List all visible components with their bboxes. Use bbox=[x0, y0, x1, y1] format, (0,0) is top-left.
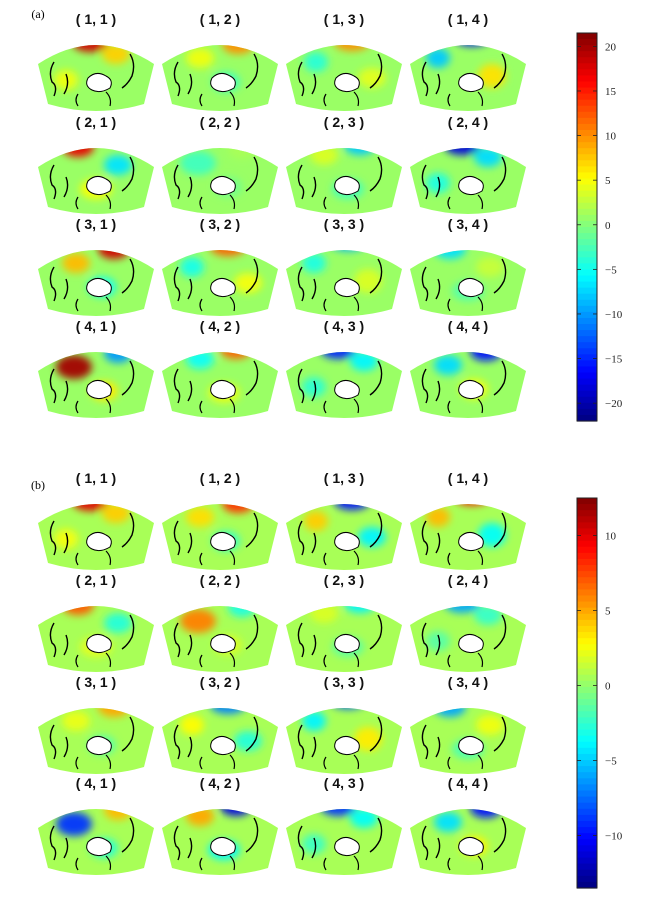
map-0-9 bbox=[162, 250, 278, 316]
map-title: ( 2, 3 ) bbox=[324, 572, 364, 588]
map-0-13 bbox=[162, 352, 278, 418]
map-title: ( 2, 3 ) bbox=[324, 114, 364, 130]
colorbar-tick-label: −5 bbox=[605, 756, 617, 768]
colorbar-tick-label: 0 bbox=[605, 220, 611, 232]
map-0-11 bbox=[410, 250, 526, 316]
map-1-8 bbox=[38, 708, 154, 774]
map-0-12 bbox=[38, 352, 154, 418]
colorbar-tick-label: 10 bbox=[605, 131, 617, 143]
map-title: ( 1, 2 ) bbox=[200, 470, 240, 486]
panel-label: (a) bbox=[31, 7, 44, 21]
map-1-2 bbox=[286, 504, 402, 570]
map-1-15 bbox=[410, 809, 526, 875]
map-0-7 bbox=[410, 148, 526, 214]
map-title: ( 4, 2 ) bbox=[200, 775, 240, 791]
map-title: ( 4, 4 ) bbox=[448, 318, 488, 334]
colorbar-tick-label: 20 bbox=[605, 41, 617, 53]
map-0-0 bbox=[38, 45, 154, 111]
map-title: ( 1, 3 ) bbox=[324, 11, 364, 27]
map-title: ( 1, 4 ) bbox=[448, 470, 488, 486]
map-0-15 bbox=[410, 352, 526, 418]
map-1-7 bbox=[410, 606, 526, 672]
colorbar-tick-label: −10 bbox=[605, 309, 623, 321]
map-title: ( 1, 1 ) bbox=[76, 11, 116, 27]
colorbar-tick-label: 15 bbox=[605, 86, 617, 98]
map-1-5 bbox=[162, 606, 278, 672]
map-title: ( 2, 1 ) bbox=[76, 572, 116, 588]
map-0-5 bbox=[162, 148, 278, 214]
map-title: ( 3, 4 ) bbox=[448, 216, 488, 232]
map-1-6 bbox=[286, 606, 402, 672]
map-title: ( 2, 2 ) bbox=[200, 114, 240, 130]
colorbar-tick-label: −20 bbox=[605, 398, 623, 410]
map-0-6 bbox=[286, 148, 402, 214]
colorbar-tick-label: 0 bbox=[605, 681, 611, 693]
map-0-4 bbox=[38, 148, 154, 214]
colorbar-tick-label: −5 bbox=[605, 264, 617, 276]
map-title: ( 3, 1 ) bbox=[76, 216, 116, 232]
map-title: ( 2, 4 ) bbox=[448, 572, 488, 588]
colorbar-tick-label: 10 bbox=[605, 531, 617, 543]
colorbar-tick-label: −15 bbox=[605, 354, 623, 366]
map-title: ( 2, 1 ) bbox=[76, 114, 116, 130]
map-0-2 bbox=[286, 45, 402, 111]
map-title: ( 3, 3 ) bbox=[324, 216, 364, 232]
map-title: ( 3, 3 ) bbox=[324, 674, 364, 690]
map-0-1 bbox=[162, 45, 278, 111]
map-1-14 bbox=[286, 809, 402, 875]
map-1-3 bbox=[410, 504, 526, 570]
map-1-4 bbox=[38, 606, 154, 672]
map-title: ( 1, 4 ) bbox=[448, 11, 488, 27]
map-1-12 bbox=[38, 809, 154, 875]
colorbar bbox=[576, 32, 598, 422]
map-1-11 bbox=[410, 708, 526, 774]
map-title: ( 3, 4 ) bbox=[448, 674, 488, 690]
map-1-9 bbox=[162, 708, 278, 774]
colorbar-tick-label: 5 bbox=[605, 175, 611, 187]
map-title: ( 1, 2 ) bbox=[200, 11, 240, 27]
map-title: ( 3, 1 ) bbox=[76, 674, 116, 690]
map-title: ( 4, 1 ) bbox=[76, 318, 116, 334]
map-1-13 bbox=[162, 809, 278, 875]
map-title: ( 4, 2 ) bbox=[200, 318, 240, 334]
map-title: ( 1, 3 ) bbox=[324, 470, 364, 486]
map-1-1 bbox=[162, 504, 278, 570]
map-title: ( 2, 2 ) bbox=[200, 572, 240, 588]
map-title: ( 2, 4 ) bbox=[448, 114, 488, 130]
map-0-8 bbox=[38, 250, 154, 316]
map-0-14 bbox=[286, 352, 402, 418]
map-title: ( 3, 2 ) bbox=[200, 674, 240, 690]
colorbar bbox=[576, 497, 598, 889]
map-title: ( 4, 4 ) bbox=[448, 775, 488, 791]
map-title: ( 3, 2 ) bbox=[200, 216, 240, 232]
map-title: ( 4, 3 ) bbox=[324, 775, 364, 791]
colorbar-tick-label: 5 bbox=[605, 606, 611, 618]
map-title: ( 4, 3 ) bbox=[324, 318, 364, 334]
map-0-10 bbox=[286, 250, 402, 316]
panel-label: (b) bbox=[31, 478, 45, 492]
map-title: ( 4, 1 ) bbox=[76, 775, 116, 791]
map-1-10 bbox=[286, 708, 402, 774]
map-0-3 bbox=[410, 45, 526, 111]
map-title: ( 1, 1 ) bbox=[76, 470, 116, 486]
colorbar-tick-label: −10 bbox=[605, 831, 623, 843]
map-1-0 bbox=[38, 504, 154, 570]
